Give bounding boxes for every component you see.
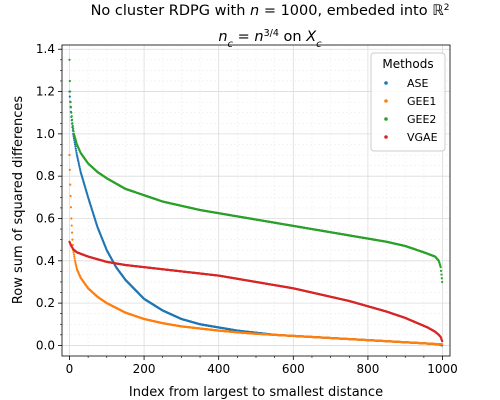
- data-point: [77, 162, 80, 165]
- data-point: [74, 147, 77, 150]
- data-point: [73, 255, 76, 258]
- chart-title-line2: nc = n3/4 on Xc: [218, 28, 322, 50]
- y-tick-label: 0.6: [36, 211, 55, 225]
- x-axis-label: Index from largest to smallest distance: [129, 385, 383, 400]
- data-point: [441, 343, 444, 346]
- legend-entry: GEE2: [384, 113, 436, 126]
- data-point: [78, 165, 81, 168]
- data-point: [69, 90, 72, 93]
- data-point: [72, 130, 75, 133]
- data-point: [76, 157, 79, 160]
- data-point: [69, 194, 72, 198]
- data-point: [73, 143, 77, 146]
- legend-marker: [384, 117, 388, 121]
- y-tick-label: 0.8: [36, 169, 55, 183]
- y-tick-label: 1.4: [36, 42, 55, 56]
- legend-marker: [384, 99, 388, 103]
- y-tick-label: 0.2: [36, 296, 55, 310]
- data-point: [76, 158, 80, 162]
- data-point: [75, 151, 78, 154]
- legend-label: GEE2: [407, 113, 436, 126]
- data-point: [75, 266, 78, 269]
- data-point: [75, 149, 78, 152]
- data-point: [68, 168, 71, 171]
- data-point: [440, 273, 443, 276]
- data-point: [72, 127, 75, 130]
- data-point: [72, 253, 76, 256]
- data-point: [441, 280, 444, 284]
- legend-entry: ASE: [384, 77, 429, 90]
- data-point: [77, 160, 80, 163]
- data-point: [68, 79, 71, 83]
- x-tick-label: 0: [66, 362, 74, 376]
- data-point: [74, 261, 77, 264]
- series-gee1: [68, 153, 444, 346]
- data-point: [75, 153, 79, 157]
- data-point: [71, 238, 74, 241]
- legend-label: ASE: [407, 77, 429, 90]
- y-axis: 0.0 0.2 0.4 0.6 0.8 1.0 1.2 1.4: [36, 42, 62, 352]
- data-point: [70, 111, 73, 114]
- data-point: [79, 169, 82, 172]
- data-point: [69, 206, 73, 209]
- data-point: [69, 101, 72, 104]
- legend-marker: [384, 135, 388, 139]
- y-tick-label: 1.2: [36, 85, 55, 99]
- data-point: [70, 118, 74, 121]
- legend: Methods ASE GEE1 GEE2 VGAE: [370, 52, 446, 152]
- legend-title: Methods: [382, 57, 433, 71]
- legend-entries: ASE GEE1 GEE2 VGAE: [384, 77, 438, 144]
- legend-label: VGAE: [407, 131, 438, 144]
- data-point: [70, 231, 74, 234]
- y-tick-label: 0.4: [36, 254, 55, 268]
- data-point: [68, 58, 71, 61]
- legend-marker: [384, 81, 388, 85]
- data-point: [73, 257, 76, 260]
- chart-title-line1: No cluster RDPG with n = 1000, embeded i…: [91, 3, 450, 19]
- data-point: [440, 277, 443, 280]
- data-point: [441, 340, 444, 343]
- data-point: [74, 145, 77, 148]
- series-vgae: [68, 240, 444, 343]
- data-point: [71, 124, 74, 128]
- legend-box: [370, 52, 446, 152]
- y-axis-label: Row sum of squared differences: [11, 96, 26, 305]
- data-point: [74, 263, 77, 266]
- data-point: [76, 155, 79, 158]
- x-tick-label: 800: [356, 362, 379, 376]
- data-point: [439, 269, 443, 272]
- data-point: [439, 266, 442, 269]
- data-point: [70, 224, 73, 227]
- data-point: [68, 153, 71, 157]
- legend-entry: GEE1: [384, 95, 436, 108]
- data-point: [69, 183, 72, 186]
- x-tick-label: 400: [207, 362, 230, 376]
- data-point: [71, 122, 74, 125]
- series-layer: [68, 58, 444, 347]
- y-tick-label: 0.0: [36, 338, 55, 352]
- data-point: [78, 164, 81, 167]
- data-point: [75, 264, 78, 267]
- legend-entry: VGAE: [384, 131, 438, 144]
- data-point: [70, 115, 73, 118]
- series-gee2: [68, 58, 444, 284]
- data-point: [68, 95, 71, 98]
- data-point: [72, 251, 75, 254]
- legend-label: GEE1: [407, 95, 436, 108]
- x-tick-label: 1000: [427, 362, 458, 376]
- data-point: [69, 106, 73, 109]
- data-point: [70, 217, 73, 220]
- data-point: [78, 167, 82, 170]
- x-axis: 0 200 400 600 800 1000: [66, 356, 458, 376]
- y-tick-label: 1.0: [36, 127, 55, 141]
- x-tick-label: 200: [133, 362, 156, 376]
- data-point: [73, 259, 77, 262]
- chart-title: No cluster RDPG with n = 1000, embeded i…: [91, 3, 450, 50]
- x-tick-label: 600: [282, 362, 305, 376]
